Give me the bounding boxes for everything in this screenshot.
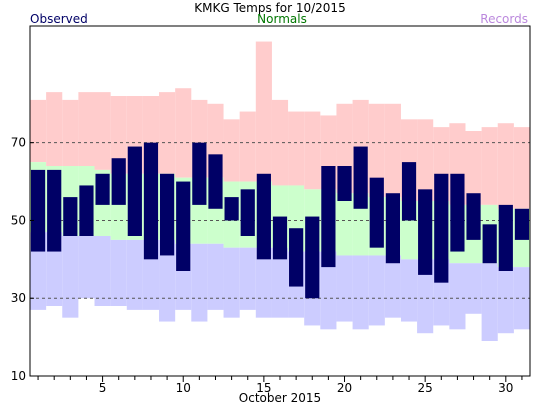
y-tick-label-10: 10 [11,369,26,383]
record-high-band-10 [175,88,192,178]
record-low-band-28 [465,263,482,314]
observed-bar-15 [256,173,271,260]
observed-bar-6 [111,158,126,205]
plot-area: 10 30 50 70 5 10 15 20 25 30 [11,25,531,395]
normals-band-20 [336,193,353,256]
x-axis-label: October 2015 [239,391,321,405]
observed-bar-28 [466,193,481,240]
observed-bar-13 [224,197,239,221]
y-tick-label-50: 50 [11,213,26,227]
record-low-band-3 [62,236,79,318]
record-low-band-19 [320,251,337,330]
record-high-band-5 [94,92,111,170]
observed-bar-16 [272,216,288,260]
record-low-band-20 [336,255,353,322]
record-high-band-14 [239,111,256,182]
legend-records: Records [480,12,528,26]
record-high-band-9 [159,92,176,174]
observed-bar-9 [160,173,175,256]
record-low-band-12 [207,243,224,310]
record-high-band-17 [288,111,305,186]
x-tick-label-10: 10 [176,381,191,395]
y-tick-label-30: 30 [11,291,26,305]
record-high-band-3 [62,99,79,166]
observed-bar-5 [95,173,110,205]
record-high-band-6 [110,96,127,174]
record-low-band-16 [271,247,289,318]
record-high-band-30 [497,123,514,209]
observed-bar-1 [30,169,46,252]
chart-title: KMKG Temps for 10/2015 [194,1,345,15]
observed-bar-26 [434,173,449,283]
observed-bar-21 [353,146,368,209]
observed-bar-17 [289,228,304,287]
record-low-band-13 [223,247,240,318]
normals-band-21 [352,193,369,256]
observed-bar-14 [240,189,255,236]
observed-bar-3 [63,197,78,236]
observed-bar-22 [369,177,384,248]
x-tick-label-5: 5 [99,381,107,395]
x-tick-label-30: 30 [498,381,513,395]
y-tick-label-70: 70 [11,136,26,150]
observed-bar-10 [176,181,191,271]
record-high-band-29 [481,127,498,205]
x-tick-label-20: 20 [337,381,352,395]
record-low-band-27 [449,263,466,330]
observed-bar-7 [127,146,142,236]
x-tick-label-15: 15 [256,381,271,395]
legend-observed: Observed [30,12,88,26]
observed-bar-27 [450,173,465,252]
record-high-band-13 [223,119,240,182]
observed-bar-29 [482,224,497,264]
x-tick-label-25: 25 [418,381,433,395]
observed-bar-8 [143,142,159,260]
record-low-band-24 [400,259,418,322]
observed-bar-25 [418,189,433,275]
observed-bar-23 [385,193,400,264]
record-high-band-25 [417,119,434,201]
record-low-band-23 [384,255,401,318]
record-low-band-15 [255,247,272,318]
record-low-band-5 [94,236,111,306]
observed-bar-2 [47,169,62,252]
record-high-band-4 [78,92,95,166]
observed-bar-24 [401,162,417,221]
legend-normals: Normals [257,12,307,26]
record-high-band-23 [384,103,401,198]
observed-bar-18 [305,216,320,299]
record-low-band-4 [78,236,95,299]
record-high-band-15 [255,41,272,182]
observed-bar-30 [498,204,513,271]
observed-bar-11 [192,142,207,205]
record-high-band-31 [513,127,530,209]
observed-bar-12 [208,154,223,209]
observed-bar-31 [514,208,530,240]
record-low-band-11 [191,243,208,322]
observed-bar-20 [337,166,352,201]
record-high-band-2 [46,92,63,166]
record-high-band-1 [30,99,47,163]
record-low-band-25 [417,259,434,334]
record-low-band-9 [159,239,176,322]
record-low-band-14 [239,247,256,310]
record-high-band-18 [304,111,321,190]
record-high-band-28 [465,131,482,205]
record-high-band-16 [271,99,289,186]
observed-bar-19 [321,166,336,268]
record-low-band-1 [30,232,47,310]
record-high-band-22 [368,103,385,198]
record-low-band-22 [368,255,385,326]
record-low-band-6 [110,239,127,306]
record-low-band-21 [352,255,369,330]
record-low-band-29 [481,263,498,341]
record-low-band-31 [513,267,530,330]
observed-bar-4 [79,185,94,236]
record-low-band-30 [497,267,514,334]
record-low-band-7 [126,239,143,310]
